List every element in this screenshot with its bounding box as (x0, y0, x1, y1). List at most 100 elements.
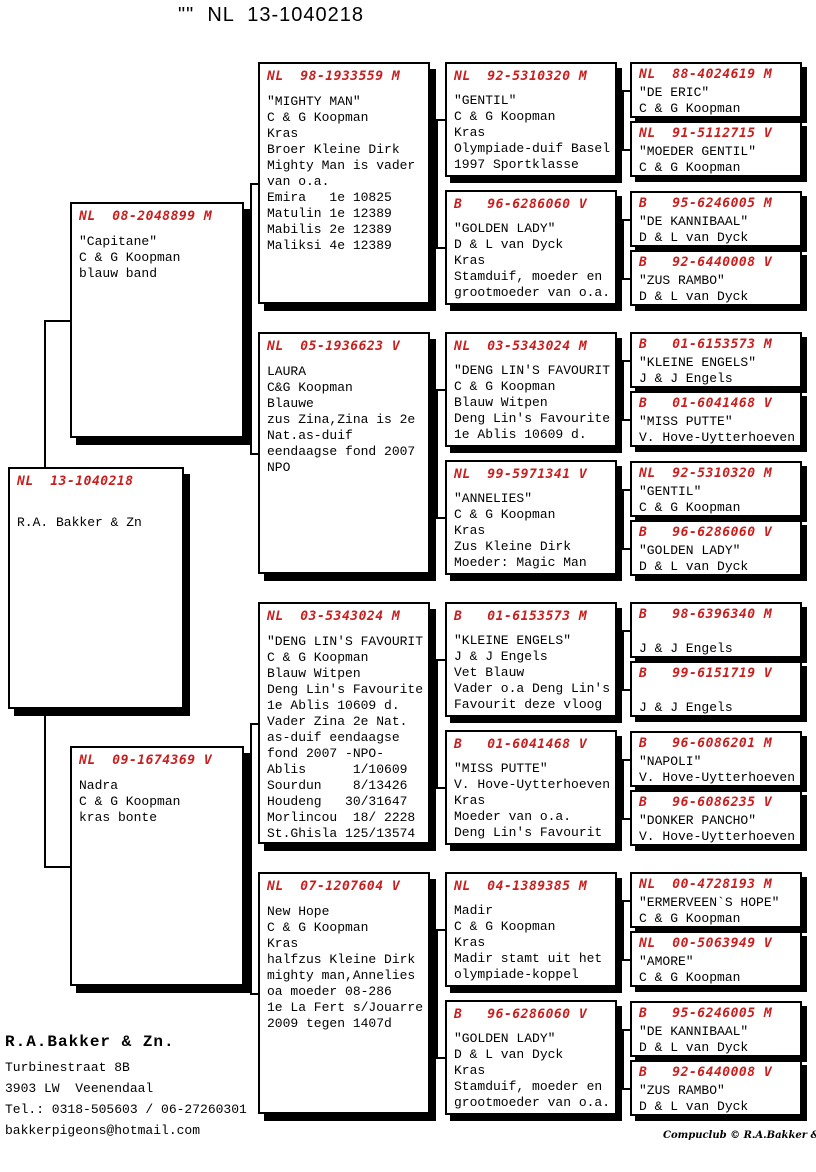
pedigree-box-gg-grandparent: B 01-6153573 M "KLEINE ENGELS" J & J Eng… (630, 332, 802, 388)
pigeon-details: "KLEINE ENGELS" J & J Engels (639, 355, 757, 386)
connector-line (622, 900, 630, 902)
connector-line (436, 389, 438, 519)
connector-line (622, 219, 624, 280)
connector-line (622, 278, 630, 280)
connector-line (436, 659, 445, 661)
connector-line (436, 929, 438, 1059)
connector-line (622, 489, 630, 491)
pedigree-box-grandparent: NL 03-5343024 M "DENG LIN'S FAVOURIT C &… (258, 602, 430, 844)
ring-number: NL 92-5310320 M (454, 69, 588, 84)
pedigree-box-dam: NL 09-1674369 V Nadra C & G Koopman kras… (70, 746, 244, 986)
connector-line (436, 389, 445, 391)
connector-line (250, 183, 252, 455)
pigeon-details: "GOLDEN LADY" D & L van Dyck (639, 543, 749, 574)
ring-number: NL 99-5971341 V (454, 467, 588, 482)
ring-number: NL 04-1389385 M (454, 879, 588, 894)
pigeon-details: "AMORE" C & G Koopman (639, 954, 741, 985)
pedigree-box-gg-grandparent: B 96-6086201 M "NAPOLI" V. Hove-Uytterho… (630, 731, 802, 787)
pigeon-details: "KLEINE ENGELS" J & J Engels Vet Blauw V… (454, 633, 611, 712)
connector-line (622, 759, 624, 820)
pedigree-box-gg-grandparent: NL 00-5063949 V "AMORE" C & G Koopman (630, 931, 802, 987)
pigeon-details: "NAPOLI" V. Hove-Uytterhoeven (639, 754, 796, 785)
pigeon-details: "GENTIL" C & G Koopman Kras Olympiade-du… (454, 93, 611, 172)
credit-line: Compuclub © R.A.Bakker & Zn. (663, 1130, 816, 1141)
connector-line (430, 183, 436, 185)
ring-number: B 95-6246005 M (639, 196, 773, 211)
connector-line (436, 1057, 445, 1059)
connector-line (617, 659, 622, 661)
connector-line (622, 689, 630, 691)
pedigree-box-gg-grandparent: B 95-6246005 M "DE KANNIBAAL" D & L van … (630, 191, 802, 247)
ring-number: NL 00-5063949 V (639, 936, 773, 951)
pigeon-details: "DENG LIN'S FAVOURIT C & G Koopman Blauw… (454, 363, 611, 442)
connector-line (622, 900, 624, 961)
pigeon-details: "ZUS RAMBO" D & L van Dyck (639, 1083, 749, 1114)
ring-number: B 96-6286060 V (639, 525, 773, 540)
ring-number: NL 88-4024619 M (639, 67, 773, 82)
pedigree-box-greatgrandparent: B 96-6286060 V "GOLDEN LADY" D & L van D… (445, 190, 617, 305)
pedigree-box-gg-grandparent: NL 91-5112715 V "MOEDER GENTIL" C & G Ko… (630, 121, 802, 177)
ring-number: NL 03-5343024 M (454, 339, 588, 354)
pedigree-box-gg-grandparent: NL 92-5310320 M "GENTIL" C & G Koopman (630, 461, 802, 517)
ring-number: B 95-6246005 M (639, 1006, 773, 1021)
connector-line (622, 548, 630, 550)
pedigree-box-greatgrandparent: B 96-6286060 V "GOLDEN LADY" D & L van D… (445, 1000, 617, 1115)
ring-number: NL 09-1674369 V (79, 753, 213, 768)
pedigree-box-gg-grandparent: B 98-6396340 M J & J Engels (630, 602, 802, 658)
connector-line (622, 90, 624, 151)
pigeon-details: "MOEDER GENTIL" C & G Koopman (639, 144, 757, 175)
connector-line (617, 119, 622, 121)
connector-line (622, 1029, 624, 1090)
ring-number: B 01-6153573 M (454, 609, 588, 624)
pigeon-details: "DONKER PANCHO" V. Hove-Uytterhoeven (639, 813, 796, 844)
ring-number: B 92-6440008 V (639, 1065, 773, 1080)
connector-line (250, 183, 258, 185)
connector-line (622, 630, 624, 691)
ring-number: B 96-6286060 V (454, 197, 588, 212)
pigeon-details: "GOLDEN LADY" D & L van Dyck Kras Stamdu… (454, 1031, 611, 1110)
pigeon-details: "DENG LIN'S FAVOURIT C & G Koopman Blauw… (267, 634, 424, 841)
connector-line (430, 993, 436, 995)
connector-line (244, 319, 250, 321)
pigeon-details: R.A. Bakker & Zn (17, 515, 142, 530)
pedigree-box-gg-grandparent: B 95-6246005 M "DE KANNIBAAL" D & L van … (630, 1001, 802, 1057)
pedigree-box-gg-grandparent: NL 00-4728193 M "ERMERVEEN`S HOPE" C & G… (630, 872, 802, 928)
owner-address: Turbinestraat 8B 3903 LW Veenendaal Tel.… (5, 1060, 247, 1138)
connector-line (622, 1088, 630, 1090)
pedigree-box-grandparent: NL 98-1933559 M "MIGHTY MAN" C & G Koopm… (258, 62, 430, 304)
ring-number: B 01-6041468 V (454, 737, 588, 752)
ring-number: NL 92-5310320 M (639, 466, 773, 481)
connector-line (622, 360, 630, 362)
pedigree-box-subject: NL 13-1040218 R.A. Bakker & Zn (8, 467, 184, 709)
owner-name: R.A.Bakker & Zn. (5, 1033, 175, 1051)
connector-line (622, 818, 630, 820)
pigeon-details: LAURA C&G Koopman Blauwe zus Zina,Zina i… (267, 364, 416, 475)
connector-line (436, 247, 445, 249)
pedigree-box-sire: NL 08-2048899 M "Capitane" C & G Koopman… (70, 202, 244, 438)
connector-line (436, 787, 445, 789)
connector-line (622, 1029, 630, 1031)
connector-line (617, 389, 622, 391)
owner-contact: R.A.Bakker & Zn. Turbinestraat 8B 3903 L… (5, 1033, 247, 1141)
pigeon-details: New Hope C & G Koopman Kras halfzus Klei… (267, 904, 424, 1031)
connector-line (622, 759, 630, 761)
pigeon-details: J & J Engels (639, 641, 733, 656)
pigeon-details: "MIGHTY MAN" C & G Koopman Kras Broer Kl… (267, 94, 416, 253)
pedigree-box-gg-grandparent: B 01-6041468 V "MISS PUTTE" V. Hove-Uytt… (630, 391, 802, 447)
connector-line (622, 219, 630, 221)
pedigree-box-gg-grandparent: B 96-6086235 V "DONKER PANCHO" V. Hove-U… (630, 790, 802, 846)
pigeon-details: "GENTIL" C & G Koopman (639, 484, 741, 515)
connector-line (250, 723, 252, 995)
pedigree-box-grandparent: NL 05-1936623 V LAURA C&G Koopman Blauwe… (258, 332, 430, 574)
ring-number: NL 07-1207604 V (267, 879, 401, 894)
connector-line (617, 1057, 622, 1059)
ring-number: B 98-6396340 M (639, 607, 773, 622)
pigeon-details: J & J Engels (639, 700, 733, 715)
connector-line (436, 929, 445, 931)
pedigree-box-greatgrandparent: NL 03-5343024 M "DENG LIN'S FAVOURIT C &… (445, 332, 617, 447)
ring-number: NL 13-1040218 (17, 474, 134, 489)
pigeon-details: "ANNELIES" C & G Koopman Kras Zus Kleine… (454, 491, 587, 570)
pedigree-box-gg-grandparent: B 92-6440008 V "ZUS RAMBO" D & L van Dyc… (630, 250, 802, 306)
ring-number: NL 98-1933559 M (267, 69, 401, 84)
connector-line (436, 517, 445, 519)
